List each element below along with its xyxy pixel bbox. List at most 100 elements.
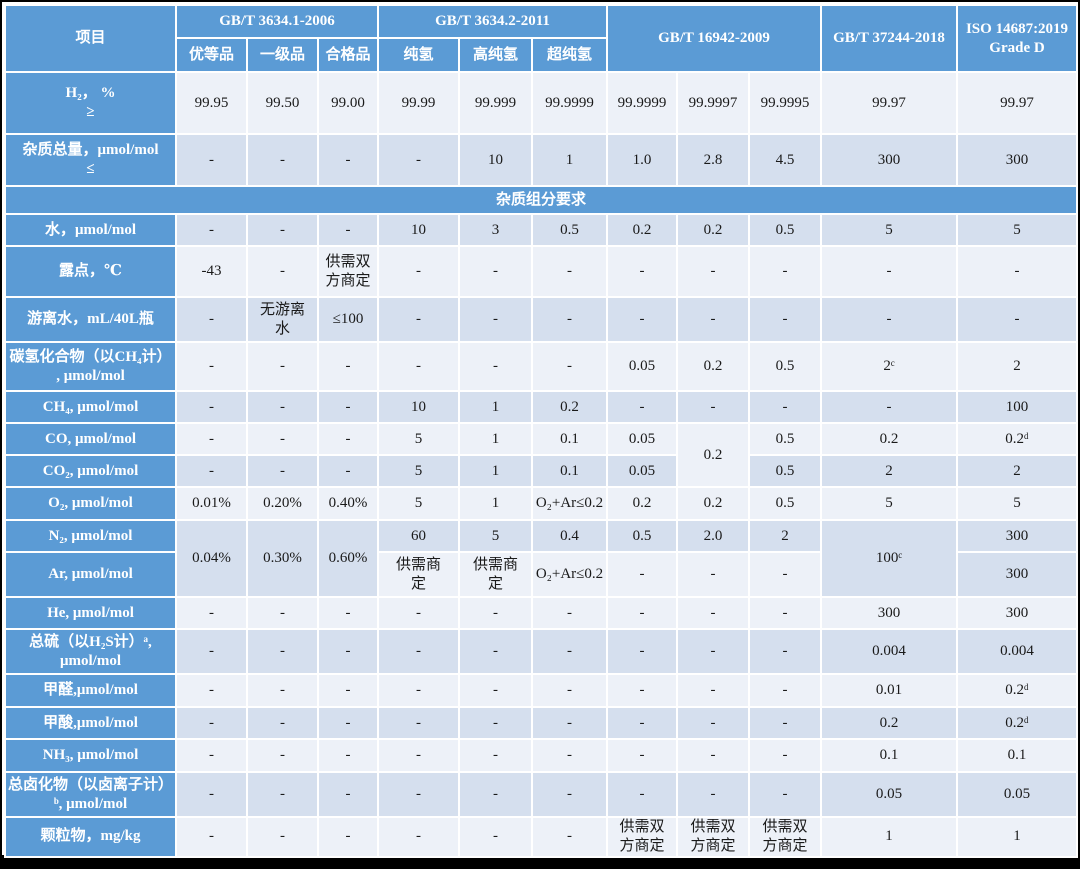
row-label: 杂质总量，μmol/mol ≤ <box>4 133 177 187</box>
table-cell: 0.2 <box>676 486 751 521</box>
table-cell: - <box>317 390 379 424</box>
table-cell: - <box>317 706 379 740</box>
table-cell: - <box>748 245 823 298</box>
table-cell: - <box>377 296 460 343</box>
table-cell: - <box>458 738 533 773</box>
grade-subheader: 优等品 <box>175 37 248 73</box>
table-cell: - <box>175 454 248 488</box>
table-cell: 0.05 <box>606 454 679 488</box>
table-cell: - <box>377 816 460 858</box>
table-cell: - <box>246 816 319 858</box>
row-label: CH₄, μmol/mol <box>4 390 177 424</box>
table-cell: - <box>748 296 823 343</box>
table-cell: - <box>377 771 460 818</box>
table-cell: 0.2 <box>820 422 959 456</box>
table-cell: 供需商 定 <box>458 551 533 598</box>
table-cell: 0.1 <box>956 738 1079 773</box>
table-cell: - <box>820 296 959 343</box>
table-cell: 供需双 方商定 <box>748 816 823 858</box>
table-cell: 300 <box>956 596 1079 630</box>
table-cell: 0.30% <box>246 519 319 598</box>
table-cell: - <box>530 771 609 818</box>
table-cell: 99.50 <box>246 71 319 135</box>
table-cell: 0.2 <box>676 341 751 392</box>
grade-subheader: 超纯氢 <box>530 37 609 73</box>
table-cell: 99.97 <box>956 71 1079 135</box>
table-cell: - <box>530 738 609 773</box>
table-cell: - <box>606 738 679 773</box>
row-label: H₂， % ≥ <box>4 71 177 135</box>
table-cell: 60 <box>377 519 460 553</box>
table-cell: 300 <box>956 551 1079 598</box>
row-label: O₂, μmol/mol <box>4 486 177 521</box>
table-cell: - <box>175 390 248 424</box>
table-cell: - <box>246 390 319 424</box>
table-cell: 0.60% <box>317 519 379 598</box>
table-cell: 0.20% <box>246 486 319 521</box>
row-label: 碳氢化合物（以CH₄计） , μmol/mol <box>4 341 177 392</box>
table-cell: - <box>458 596 533 630</box>
table-cell: - <box>246 706 319 740</box>
table-cell: 10 <box>458 133 533 187</box>
table-cell: 0.04% <box>175 519 248 598</box>
table-cell: 0.2 <box>530 390 609 424</box>
table-cell: - <box>676 628 751 675</box>
table-cell: 2.8 <box>676 133 751 187</box>
table-cell: - <box>175 133 248 187</box>
table-cell: - <box>317 422 379 456</box>
table-cell: - <box>458 296 533 343</box>
table-cell: - <box>748 628 823 675</box>
row-label: 颗粒物，mg/kg <box>4 816 177 858</box>
table-cell: - <box>606 296 679 343</box>
table-cell: 2 <box>956 341 1079 392</box>
table-cell: 5 <box>956 486 1079 521</box>
table-cell: - <box>175 422 248 456</box>
standard-header-1: GB/T 3634.2-2011 <box>376 4 609 39</box>
table-cell: 99.9999 <box>530 71 609 135</box>
standard-header-3: GB/T 37244-2018 <box>820 4 959 73</box>
row-label: 水，μmol/mol <box>4 213 177 247</box>
table-cell: 300 <box>820 596 959 630</box>
table-cell: 300 <box>956 519 1079 553</box>
table-cell: 0.40% <box>317 486 379 521</box>
table-cell: 0.05 <box>820 771 959 818</box>
table-cell: - <box>606 596 679 630</box>
table-cell: - <box>676 706 751 740</box>
table-cell: 0.5 <box>606 519 679 553</box>
table-cell: - <box>377 133 460 187</box>
table-cell: - <box>530 245 609 298</box>
table-cell: 0.1 <box>820 738 959 773</box>
table-cell: - <box>175 738 248 773</box>
table-cell: - <box>246 422 319 456</box>
table-cell: - <box>956 245 1079 298</box>
table-cell: - <box>676 771 751 818</box>
table-cell: 1 <box>458 390 533 424</box>
table-cell: - <box>317 454 379 488</box>
table-cell: - <box>246 245 319 298</box>
table-cell: 1 <box>458 454 533 488</box>
table-cell: - <box>317 771 379 818</box>
row-label: 游离水，mL/40L瓶 <box>4 296 177 343</box>
table-cell: 1 <box>458 486 533 521</box>
table-cell: - <box>530 596 609 630</box>
table-cell: 1 <box>820 816 959 858</box>
table-cell: - <box>377 628 460 675</box>
table-cell: -43 <box>175 245 248 298</box>
table-cell: 99.97 <box>820 71 959 135</box>
table-cell: - <box>748 706 823 740</box>
table-cell: - <box>606 706 679 740</box>
table-cell: - <box>676 551 751 598</box>
table-cell: 0.01% <box>175 486 248 521</box>
table-cell: - <box>175 673 248 708</box>
table-cell: 5 <box>377 422 460 456</box>
table-cell: - <box>175 628 248 675</box>
row-label: CO₂, μmol/mol <box>4 454 177 488</box>
grade-subheader: 合格品 <box>317 37 379 73</box>
table-cell: - <box>246 596 319 630</box>
table-cell: 0.5 <box>748 486 823 521</box>
table-cell: 99.9997 <box>676 71 751 135</box>
section-header: 杂质组分要求 <box>3 185 1079 215</box>
table-cell: - <box>676 296 751 343</box>
table-cell: 供需商 定 <box>377 551 460 598</box>
